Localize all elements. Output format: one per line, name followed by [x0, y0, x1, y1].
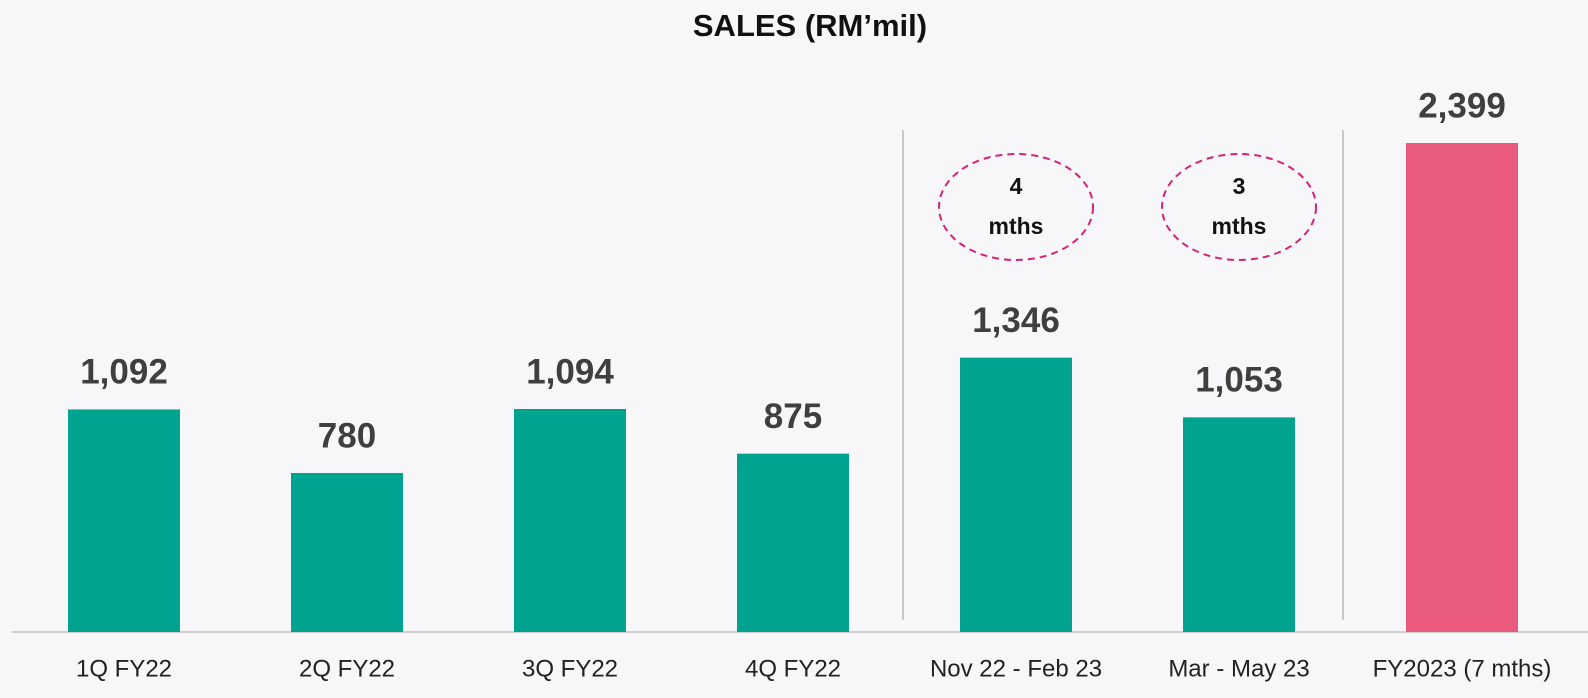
annotation: mths: [989, 213, 1044, 239]
value-label: 780: [318, 416, 376, 455]
bar: [514, 409, 626, 632]
bar: [960, 357, 1072, 632]
x-tick-label: 2Q FY22: [299, 655, 395, 682]
value-label: 2,399: [1418, 86, 1506, 125]
bar: [737, 453, 849, 632]
annotation: mths: [1212, 213, 1267, 239]
value-label: 1,053: [1195, 361, 1283, 400]
value-label: 1,092: [80, 353, 168, 392]
annotation-ellipse: [938, 153, 1094, 261]
value-label: 1,094: [526, 352, 614, 391]
bar: [68, 409, 180, 632]
chart-title: SALES (RM’mil): [693, 8, 927, 43]
x-tick-label: 1Q FY22: [76, 655, 172, 682]
bar: [1183, 417, 1295, 632]
annotation-ellipse: [1161, 153, 1317, 261]
x-tick-label: 3Q FY22: [522, 655, 618, 682]
x-tick-label: Mar - May 23: [1168, 655, 1309, 682]
annotation: 4: [1010, 173, 1023, 199]
value-label: 1,346: [972, 301, 1060, 340]
value-label: 875: [764, 397, 822, 436]
bar: [291, 473, 403, 632]
bar: [1406, 143, 1518, 632]
annotation: 3: [1233, 173, 1246, 199]
x-tick-label: 4Q FY22: [745, 655, 841, 682]
x-tick-label: FY2023 (7 mths): [1373, 655, 1552, 682]
x-tick-label: Nov 22 - Feb 23: [930, 655, 1102, 682]
